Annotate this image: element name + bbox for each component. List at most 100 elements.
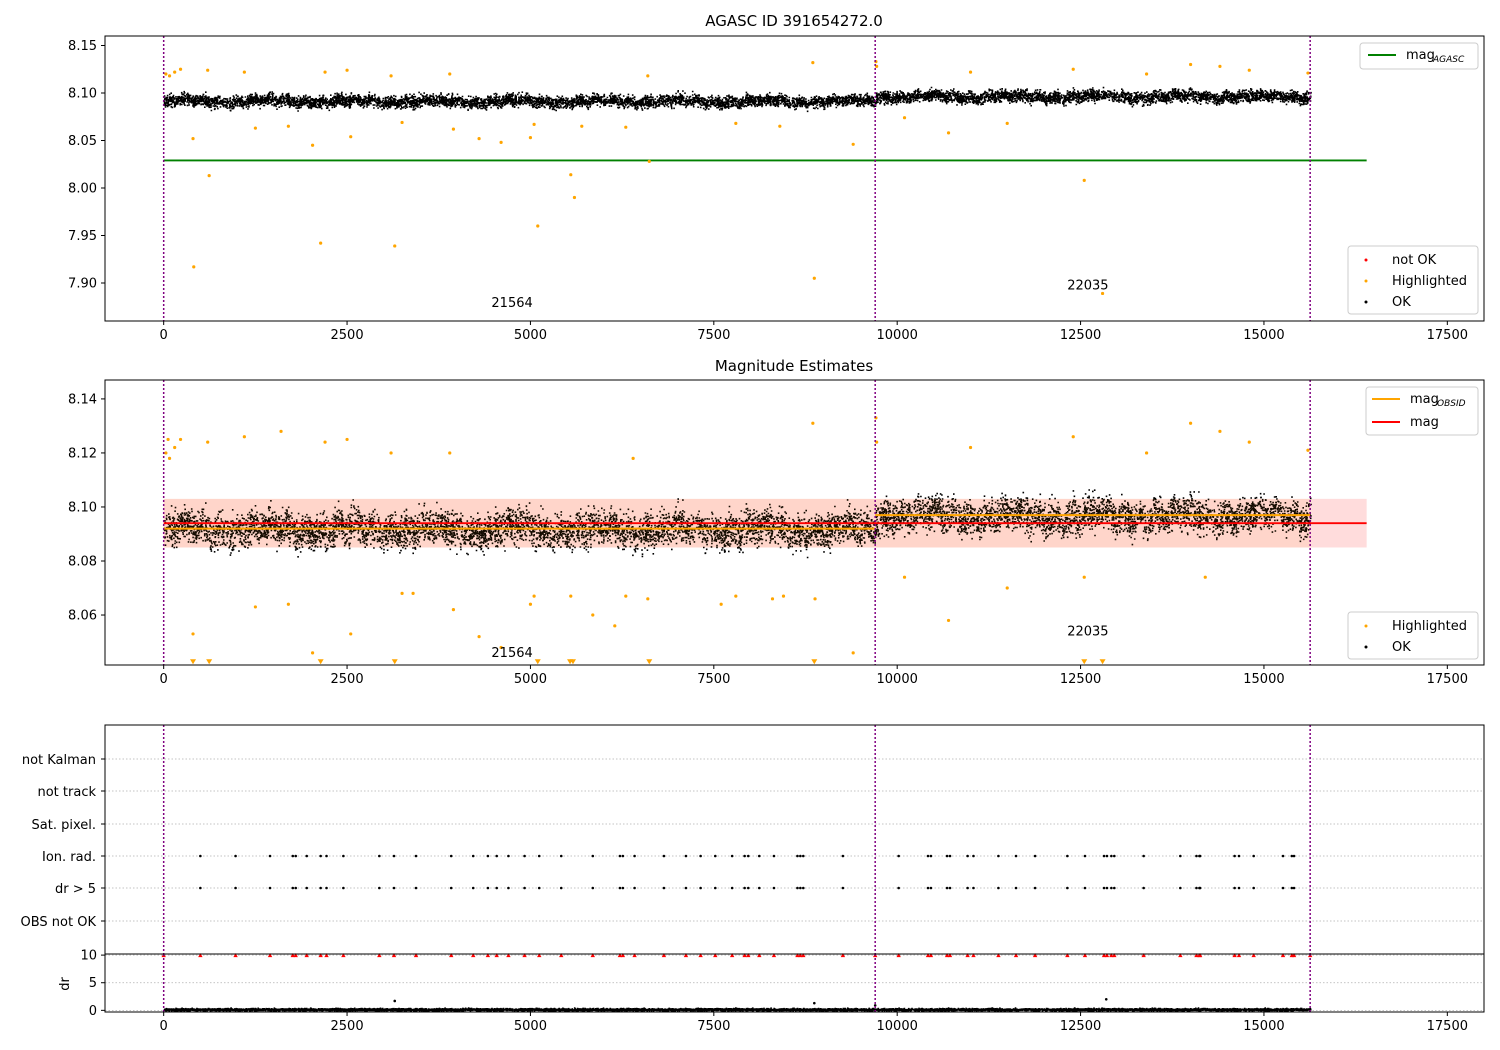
dr-capped-marker: [840, 953, 846, 958]
dr-capped-marker: [947, 953, 953, 958]
flag-point: [319, 854, 322, 858]
dr-capped-marker: [1291, 953, 1297, 958]
highlighted-point: [1188, 421, 1193, 425]
flag-point: [945, 886, 949, 890]
highlighted-point: [1218, 64, 1222, 68]
highlighted-point: [448, 451, 452, 455]
flag-point: [743, 854, 746, 858]
highlighted-point: [349, 135, 353, 139]
panel-flags-axes: not Kalman not track Sat. pixel. Ion. ra…: [21, 753, 105, 930]
dr-capped-marker: [698, 953, 703, 958]
x-tick-label: 15000: [1243, 1019, 1284, 1034]
dr-capped-marker: [290, 953, 295, 958]
panel-flags: not Kalman not track Sat. pixel. Ion. ra…: [21, 724, 1485, 955]
flag-point: [342, 886, 345, 890]
flag-point: [1179, 886, 1182, 890]
panel-agasc-plot-area: [162, 36, 1367, 321]
highlighted-point: [1218, 429, 1222, 433]
flag-point: [699, 854, 702, 858]
dr-point: [813, 1001, 816, 1005]
highlighted-point: [569, 594, 573, 598]
highlighted-point: [411, 591, 415, 596]
flag-point: [199, 886, 202, 890]
dr-capped-marker: [537, 953, 542, 958]
panel-agasc: AGASC ID 391654272.0 21564 22035 0 2500 50…: [68, 12, 1485, 343]
highlighted-point: [451, 127, 456, 131]
highlighted-point: [400, 591, 404, 596]
highlighted-point: [164, 72, 168, 76]
flag-point: [268, 854, 272, 858]
highlighted-point: [1247, 440, 1251, 444]
dr-capped-marker: [1280, 953, 1286, 958]
dr-capped-marker: [1013, 953, 1019, 958]
flag-point: [1195, 886, 1198, 890]
flag-point: [618, 886, 622, 890]
dr-capped-marker: [522, 953, 527, 958]
flag-point: [929, 854, 933, 858]
flag-point: [621, 854, 625, 858]
flag-point: [523, 886, 526, 890]
x-tick-label: 12500: [1060, 328, 1101, 343]
x-tick-label: 7500: [697, 328, 730, 343]
highlighted-point: [532, 594, 536, 598]
flag-point: [1102, 886, 1106, 890]
dr-capped-marker: [1194, 953, 1199, 958]
flag-point: [342, 854, 345, 858]
highlighted-point: [1188, 62, 1193, 67]
flag-point: [234, 886, 237, 890]
highlighted-point: [528, 602, 533, 606]
highlighted-point: [286, 602, 290, 606]
highlighted-point: [1203, 575, 1207, 579]
dr-capped-marker: [771, 953, 777, 958]
highlighted-point: [279, 429, 283, 433]
x-tick-label: 12500: [1060, 1019, 1101, 1034]
dr-capped-marker: [896, 953, 901, 958]
dr-capped-marker: [925, 953, 931, 958]
legend-mag-obsid-subscript: OBSID: [1437, 399, 1466, 409]
flag-point: [486, 886, 490, 890]
highlighted-point: [968, 70, 973, 74]
dr-point: [393, 999, 397, 1003]
dr-capped-marker: [471, 953, 476, 958]
flag-point: [841, 886, 845, 890]
dr-capped-marker: [1251, 953, 1256, 958]
dr-capped-marker: [944, 953, 950, 958]
flag-point: [291, 854, 295, 858]
flag-point: [945, 854, 949, 858]
flag-point: [471, 886, 475, 890]
flag-point: [621, 886, 625, 890]
flag-point: [294, 886, 298, 890]
flag-point: [537, 886, 541, 890]
dr-capped-marker: [996, 953, 1001, 958]
x-tick-label: 0: [160, 1019, 168, 1034]
dr-capped-marker: [293, 953, 298, 958]
flag-point: [1252, 854, 1255, 858]
panel-agasc-annotation-2: 22035: [1067, 279, 1108, 294]
panel-magnitude-legend-bottom: Highlighted OK: [1347, 611, 1479, 660]
dr-capped-marker: [661, 953, 667, 958]
dr-capped-marker: [620, 953, 626, 958]
dr-capped-marker: [1104, 953, 1110, 958]
panel-dr-axes: 0 2500 5000 7500 10000 12500 15000 17500 0 5 10: [80, 949, 1468, 1034]
highlighted-point: [206, 440, 210, 444]
flag-point: [1033, 854, 1037, 858]
flag-point: [972, 854, 975, 858]
dr-capped-marker: [1197, 953, 1203, 958]
below-range-marker: [1099, 659, 1106, 665]
flag-point: [796, 886, 799, 890]
highlighted-point: [902, 575, 907, 579]
x-tick-label: 10000: [877, 328, 918, 343]
flag-point: [414, 854, 418, 858]
flag-point: [926, 886, 930, 890]
flag-point: [1113, 886, 1116, 890]
flag-label-ion-rad: Ion. rad.: [42, 850, 96, 865]
dr-point: [1104, 997, 1108, 1001]
flag-point: [495, 854, 498, 858]
flag-point: [662, 854, 666, 858]
flag-point: [1083, 886, 1087, 890]
highlighted-point: [191, 632, 195, 636]
dr-capped-marker: [267, 953, 273, 958]
flag-label-dr-gt-5: dr > 5: [55, 882, 96, 897]
flag-point: [746, 886, 750, 890]
highlighted-point: [173, 70, 177, 74]
